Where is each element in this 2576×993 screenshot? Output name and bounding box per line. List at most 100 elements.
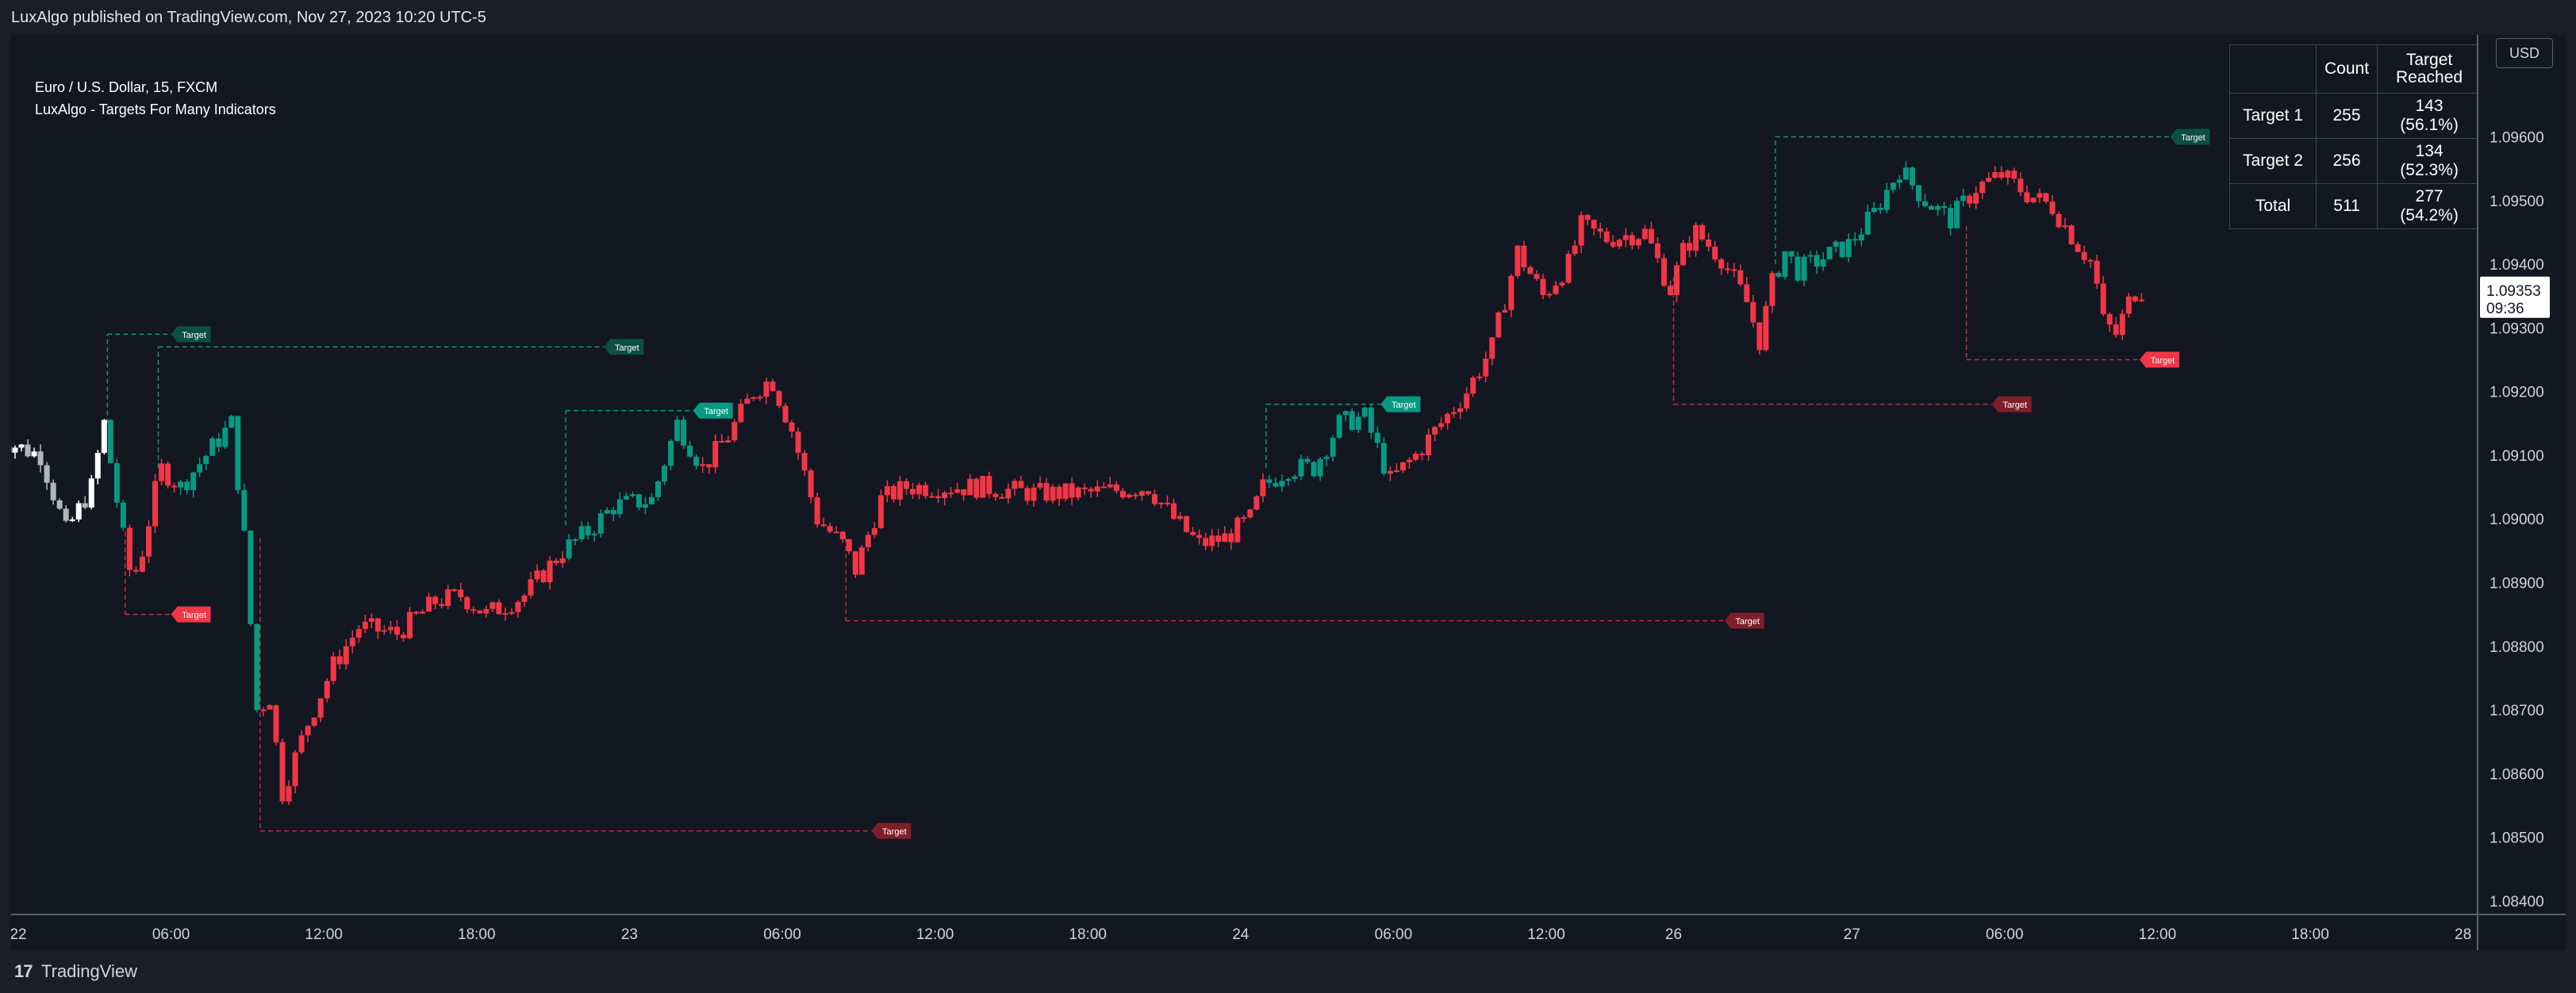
candle-body (839, 531, 846, 539)
candle-body (1998, 171, 2005, 178)
candle-body (1712, 247, 1718, 260)
stats-row-count: 255 (2315, 93, 2378, 139)
candle-body (37, 451, 44, 466)
candle-body (1660, 258, 1667, 286)
price-tick-label: 1.09100 (2490, 448, 2544, 465)
candle-body (1005, 489, 1012, 499)
candle-body (25, 444, 31, 457)
candle-body (1374, 432, 1380, 443)
candle-body (1603, 231, 1610, 243)
candle-body (152, 481, 159, 527)
candle-body (648, 496, 655, 504)
candle-body (578, 526, 585, 539)
time-tick-label: 28 (2455, 926, 2471, 943)
time-axis-labels[interactable]: 22 06:00 12:00 18:00 23 06:00 12:00 18:00 24 06:0… (10, 915, 2477, 952)
candle-body (706, 464, 712, 468)
candle-body (1031, 487, 1037, 501)
candle-body (954, 489, 961, 493)
candlestick-chart[interactable]: Target Target Target Target Target Target Targ… (0, 35, 2477, 914)
candle-body (1769, 273, 1776, 306)
candle-body (1896, 179, 1902, 183)
stats-row: Target 2 256 134 (52.3%) (2229, 138, 2482, 184)
candle-body (2030, 197, 2037, 203)
candle-body (553, 560, 559, 564)
time-tick-label: 18:00 (2291, 926, 2329, 943)
candle-body (1935, 205, 1941, 210)
indicator-legend[interactable]: LuxAlgo - Targets For Many Indicators (35, 102, 276, 117)
candle-body (426, 596, 432, 612)
candle-body (616, 499, 623, 515)
stats-header-row: Count Target Reached (2229, 44, 2482, 94)
candle-body (483, 608, 489, 614)
candle-body (1209, 535, 1215, 546)
candle-body (1184, 516, 1190, 532)
candle-body (2011, 171, 2017, 179)
candle-body (782, 405, 789, 423)
candle-body (1069, 483, 1075, 498)
time-tick-label: 12:00 (2139, 926, 2177, 943)
footer-brand[interactable]: TradingView (41, 961, 138, 981)
candle-body (413, 612, 420, 614)
candle-body (1495, 312, 1502, 338)
target-labels: Target Target Target Target Target Target Targ… (171, 128, 2210, 839)
candle-body (986, 476, 992, 494)
time-axis[interactable]: 22 06:00 12:00 18:00 23 06:00 12:00 18:00 24 06:0… (10, 914, 2477, 952)
candle-body (1801, 256, 1807, 281)
candle-body (1349, 411, 1355, 430)
currency-button[interactable]: USD (2496, 38, 2553, 68)
candle-body (1171, 503, 1177, 520)
candle-body (1037, 482, 1043, 488)
candle-body (1336, 415, 1342, 438)
candle-body (1807, 255, 1814, 257)
candle-body (241, 489, 248, 531)
candle-body (1502, 309, 1508, 312)
candle-body (439, 604, 445, 607)
candle-body (1190, 531, 1196, 535)
candle-body (1826, 247, 1833, 260)
candle-body (534, 570, 540, 580)
time-tick-label: 26 (1665, 926, 1682, 943)
candle-body (1527, 266, 1534, 274)
candle-body (317, 698, 324, 718)
candle-body (94, 453, 101, 479)
candle-body (159, 463, 165, 481)
stats-row-label: Total (2229, 183, 2317, 229)
candle-body (521, 595, 528, 602)
candle-body (566, 539, 572, 558)
candle-body (1304, 458, 1311, 462)
candle-body (1839, 241, 1845, 258)
candle-body (305, 726, 311, 736)
symbol-legend[interactable]: Euro / U.S. Dollar, 15, FXCM (35, 79, 218, 95)
price-axis-labels[interactable]: 1.09600 1.09500 1.09400 1.09300 1.09200 1.091… (2478, 35, 2567, 914)
price-axis[interactable]: 1.09600 1.09500 1.09400 1.09300 1.09200 1.091… (2477, 35, 2566, 914)
candle-body (349, 637, 355, 646)
target-label-badge (1380, 396, 1421, 412)
candle-body (1285, 478, 1292, 481)
candle-body (1323, 456, 1330, 459)
candle-body (674, 420, 681, 441)
candle-body (858, 547, 865, 575)
candle-body (178, 481, 184, 488)
candle-body (1915, 185, 1921, 201)
candle-body (999, 496, 1005, 499)
candle-body (470, 609, 477, 612)
candle-body (1858, 234, 1864, 241)
candle-body (1330, 437, 1336, 457)
target-label-badge (1724, 612, 1764, 629)
candle-body (1929, 205, 1935, 210)
candle-body (56, 500, 63, 509)
tradingview-logo-icon[interactable]: 17 (14, 961, 33, 981)
chart-pane[interactable]: Target Target Target Target Target Target Targ… (0, 35, 2477, 914)
candle-body (374, 618, 381, 632)
candle-body (1553, 285, 1559, 294)
candle-body (629, 494, 635, 496)
time-tick-label: 06:00 (152, 926, 190, 943)
candle-body (1591, 220, 1597, 229)
candle-body (540, 570, 547, 583)
candle-body (451, 589, 458, 592)
candle-body (209, 438, 216, 456)
candle-body (1941, 205, 1948, 209)
target-label-text: Target (1392, 401, 1416, 410)
stats-row-reached: 277 (54.2%) (2377, 183, 2482, 229)
